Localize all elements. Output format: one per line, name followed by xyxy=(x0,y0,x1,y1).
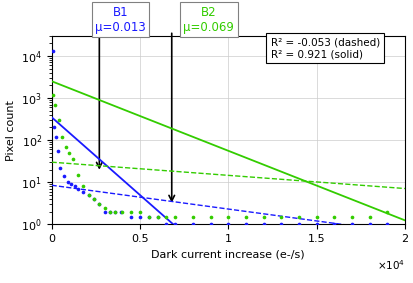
Point xyxy=(55,118,62,122)
Point xyxy=(69,157,76,162)
Point xyxy=(57,166,64,170)
Point xyxy=(75,186,81,191)
Point xyxy=(313,215,319,219)
Point xyxy=(154,215,161,219)
Text: R² = -0.053 (dashed)
R² = 0.921 (solid): R² = -0.053 (dashed) R² = 0.921 (solid) xyxy=(270,38,379,59)
Point xyxy=(277,222,284,227)
Point xyxy=(68,182,74,186)
Point xyxy=(85,193,92,197)
Point xyxy=(295,222,301,227)
Point xyxy=(295,215,301,219)
Point xyxy=(96,202,102,207)
Point xyxy=(366,215,372,219)
Point xyxy=(55,149,61,153)
Point xyxy=(383,209,389,214)
Point xyxy=(96,202,102,207)
Point xyxy=(107,209,113,214)
Point xyxy=(90,197,97,201)
Point xyxy=(90,197,97,201)
Point xyxy=(71,184,78,189)
Point xyxy=(49,49,56,53)
Point xyxy=(145,215,152,219)
X-axis label: Dark current increase (e-/s): Dark current increase (e-/s) xyxy=(151,250,304,260)
Point xyxy=(128,209,134,214)
Point xyxy=(242,222,249,227)
Point xyxy=(119,209,125,214)
Point xyxy=(75,173,81,177)
Point xyxy=(101,209,108,214)
Point xyxy=(260,222,266,227)
Point xyxy=(64,180,71,185)
Point xyxy=(145,215,152,219)
Point xyxy=(330,215,337,219)
Point xyxy=(260,215,266,219)
Point xyxy=(112,209,118,214)
Point xyxy=(85,193,92,197)
Point xyxy=(383,222,389,227)
Point xyxy=(117,209,123,214)
Point xyxy=(49,92,56,97)
Point xyxy=(171,215,178,219)
Text: $\times10^4$: $\times10^4$ xyxy=(376,258,404,272)
Point xyxy=(224,222,231,227)
Point xyxy=(348,222,354,227)
Point xyxy=(59,134,65,139)
Point xyxy=(242,215,249,219)
Point xyxy=(163,215,169,219)
Point xyxy=(154,215,161,219)
Point xyxy=(51,125,57,130)
Point xyxy=(62,144,69,149)
Point xyxy=(101,205,108,210)
Point xyxy=(189,222,196,227)
Point xyxy=(61,174,67,178)
Point xyxy=(171,222,178,227)
Point xyxy=(136,209,143,214)
Point xyxy=(207,222,214,227)
Point xyxy=(207,215,214,219)
Point xyxy=(348,215,354,219)
Point xyxy=(107,209,113,214)
Point xyxy=(80,184,87,189)
Point xyxy=(313,222,319,227)
Point xyxy=(128,215,134,219)
Point xyxy=(80,189,87,194)
Point xyxy=(189,215,196,219)
Text: B2
μ=0.069: B2 μ=0.069 xyxy=(183,6,234,34)
Text: B1
μ=0.013: B1 μ=0.013 xyxy=(95,6,145,34)
Point xyxy=(366,222,372,227)
Point xyxy=(52,102,58,107)
Point xyxy=(163,222,169,227)
Point xyxy=(136,215,143,219)
Y-axis label: Pixel count: Pixel count xyxy=(5,100,16,160)
Point xyxy=(330,222,337,227)
Point xyxy=(66,151,72,155)
Point xyxy=(52,134,59,139)
Point xyxy=(277,215,284,219)
Point xyxy=(112,209,118,214)
Point xyxy=(224,215,231,219)
